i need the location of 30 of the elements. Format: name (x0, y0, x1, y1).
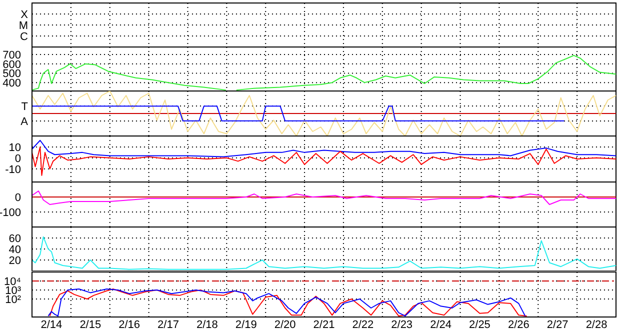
x-tick-label: 2/19 (235, 319, 257, 331)
x-tick-label: 2/14 (40, 319, 62, 331)
text: M (18, 20, 28, 32)
y-tick-label: 60 (8, 233, 21, 245)
x-tick-label: 2/27 (546, 319, 568, 331)
y-tick-label: -10 (5, 164, 21, 176)
x-tick-label: 2/18 (196, 319, 218, 331)
x-tick-label: 2/23 (391, 319, 413, 331)
x-tick-label: 2/21 (313, 319, 335, 331)
y-tick-label: 10 (8, 142, 21, 154)
y-tick-label: 0 (14, 152, 21, 165)
y-tick-label: 40 (8, 244, 21, 256)
x-tick-label: 2/17 (158, 319, 179, 331)
x-tick-label: 2/24 (430, 319, 452, 331)
x-tick-label: 2/22 (352, 319, 374, 331)
text: T (21, 101, 28, 113)
x-tick-label: 2/25 (469, 319, 490, 331)
x-tick-label: 2/28 (586, 319, 608, 331)
text: C (20, 31, 28, 43)
y-tick-label: 20 (8, 255, 21, 267)
y-tick-label: 700 (2, 49, 21, 62)
y-tick-label: 400 (2, 78, 21, 90)
text: A (20, 116, 29, 128)
y-tick-label: 0 (14, 192, 21, 204)
x-tick-label: 2/16 (118, 319, 140, 331)
x-tick-label: 2/26 (508, 319, 530, 331)
x-tick-label: 2/15 (80, 319, 102, 331)
x-tick-label: 2/20 (274, 319, 296, 331)
text: X (20, 9, 29, 21)
y-tick-label: 10² (5, 294, 22, 306)
